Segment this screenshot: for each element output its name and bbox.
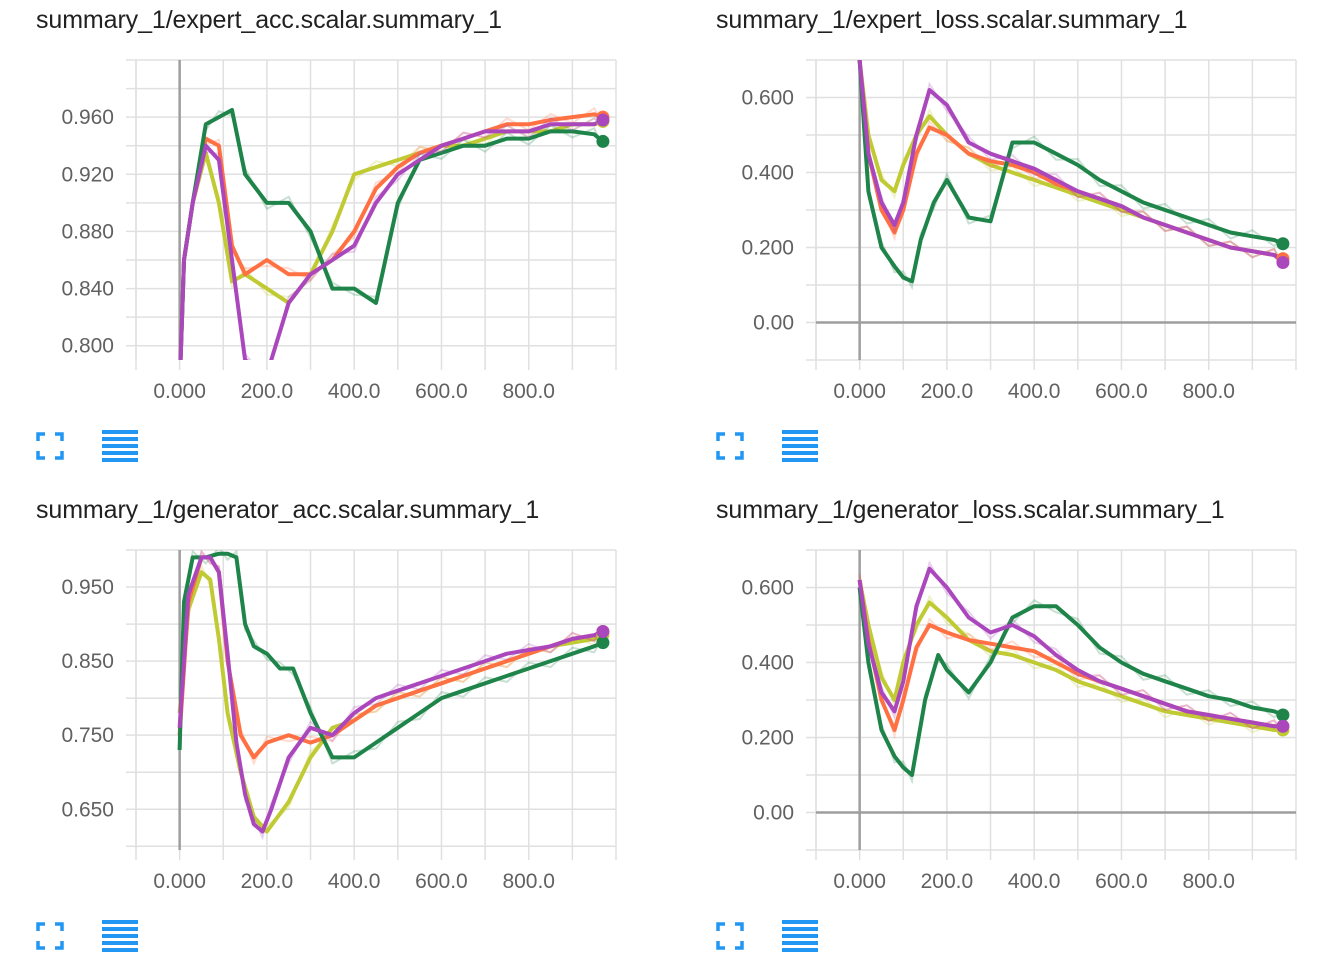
- series-line: [857, 587, 1284, 777]
- chart-title: summary_1/expert_acc.scalar.summary_1: [36, 6, 502, 34]
- toggle-data-button[interactable]: [102, 920, 138, 952]
- expand-chart-button[interactable]: [716, 922, 744, 950]
- expand-chart-button[interactable]: [716, 432, 744, 460]
- y-tick-label: 0.400: [741, 652, 794, 675]
- list-icon: [102, 920, 138, 952]
- list-icon: [102, 430, 138, 462]
- series-group: [178, 106, 605, 360]
- y-tick-label: 0.840: [61, 278, 114, 301]
- series-end-point: [1276, 237, 1290, 251]
- y-tick-label: 0.400: [741, 162, 794, 185]
- fullscreen-icon: [716, 922, 744, 950]
- x-tick-label: 400.0: [328, 380, 381, 403]
- chart-card-expert-loss: summary_1/expert_loss.scalar.summary_1 0…: [716, 6, 1316, 476]
- y-tick-label: 0.850: [61, 650, 114, 673]
- x-tick-label: 200.0: [921, 380, 974, 403]
- y-tick-label: 0.800: [61, 335, 114, 358]
- series-line: [857, 566, 1283, 729]
- series-raw-line: [858, 60, 1284, 291]
- x-tick-label: 800.0: [502, 380, 555, 403]
- series-end-point: [596, 624, 610, 638]
- expand-chart-button[interactable]: [36, 432, 64, 460]
- chart-card-generator-loss: summary_1/generator_loss.scalar.summary_…: [716, 496, 1316, 966]
- x-tick-label: 800.0: [502, 870, 555, 893]
- line-chart: 0.650 0.750 0.850 0.950 0.000 200.0 400.0 600.0…: [61, 549, 617, 893]
- fullscreen-icon: [36, 432, 64, 460]
- y-tick-label: 0.960: [61, 106, 114, 129]
- x-tick-label: 800.0: [1182, 870, 1235, 893]
- series-end-point: [1276, 256, 1290, 269]
- x-tick-label: 0.000: [153, 380, 206, 403]
- y-tick-label: 0.750: [61, 724, 114, 747]
- expand-chart-button[interactable]: [36, 922, 64, 950]
- x-tick-label: 200.0: [241, 380, 294, 403]
- x-tick-label: 200.0: [921, 870, 974, 893]
- series-line: [857, 60, 1285, 265]
- series-line: [177, 555, 604, 834]
- y-tick-label: 0.00: [753, 312, 794, 335]
- y-tick-label: 0.880: [61, 220, 114, 243]
- series-end-point: [596, 636, 610, 650]
- y-tick-label: 0.650: [61, 798, 114, 821]
- series-line: [178, 108, 605, 360]
- x-tick-label: 0.000: [833, 380, 886, 403]
- line-chart: 0.00 0.200 0.400 0.600 0.000 200.0 400.0 600.0 8…: [741, 59, 1297, 403]
- x-tick-label: 600.0: [415, 870, 468, 893]
- series-end-point: [1276, 708, 1290, 722]
- list-icon: [782, 920, 818, 952]
- series-line: [857, 579, 1283, 732]
- x-tick-label: 400.0: [328, 870, 381, 893]
- y-tick-label: 0.200: [741, 727, 794, 750]
- x-tick-label: 0.000: [153, 870, 206, 893]
- x-tick-label: 200.0: [241, 870, 294, 893]
- chart-title: summary_1/generator_acc.scalar.summary_1: [36, 496, 540, 524]
- y-tick-label: 0.00: [753, 802, 794, 825]
- list-icon: [782, 430, 818, 462]
- series-raw-line: [858, 581, 1284, 785]
- fullscreen-icon: [716, 432, 744, 460]
- chart-title: summary_1/expert_loss.scalar.summary_1: [716, 6, 1188, 34]
- line-chart: 0.00 0.200 0.400 0.600 0.000 200.0 400.0 600.0 8…: [741, 549, 1297, 893]
- x-tick-label: 600.0: [415, 380, 468, 403]
- series-end-point: [596, 134, 610, 148]
- toggle-data-button[interactable]: [782, 920, 818, 952]
- x-tick-label: 600.0: [1095, 380, 1148, 403]
- y-tick-label: 0.600: [741, 577, 794, 600]
- x-tick-label: 400.0: [1008, 380, 1061, 403]
- series-group: [177, 550, 604, 841]
- series-line: [178, 112, 604, 360]
- chart-card-generator-acc: summary_1/generator_acc.scalar.summary_1…: [36, 496, 636, 966]
- toggle-data-button[interactable]: [102, 430, 138, 462]
- x-tick-label: 800.0: [1182, 380, 1235, 403]
- series-end-point: [596, 113, 610, 127]
- y-tick-label: 0.200: [741, 237, 794, 260]
- y-tick-label: 0.600: [741, 87, 794, 110]
- y-tick-label: 0.950: [61, 576, 114, 599]
- chart-card-expert-acc: summary_1/expert_acc.scalar.summary_1 0.…: [36, 6, 636, 476]
- series-end-point: [1276, 719, 1290, 733]
- series-group: [857, 60, 1285, 291]
- x-tick-label: 600.0: [1095, 870, 1148, 893]
- y-tick-label: 0.920: [61, 163, 114, 186]
- x-tick-label: 400.0: [1008, 870, 1061, 893]
- x-tick-label: 0.000: [833, 870, 886, 893]
- toggle-data-button[interactable]: [782, 430, 818, 462]
- chart-title: summary_1/generator_loss.scalar.summary_…: [716, 496, 1225, 524]
- series-group: [857, 560, 1284, 785]
- series-line: [178, 118, 604, 360]
- line-chart: 0.800 0.840 0.880 0.920 0.960 0.000 200.0 400.0…: [61, 59, 617, 403]
- fullscreen-icon: [36, 922, 64, 950]
- series-line: [177, 551, 604, 760]
- series-line: [857, 60, 1284, 284]
